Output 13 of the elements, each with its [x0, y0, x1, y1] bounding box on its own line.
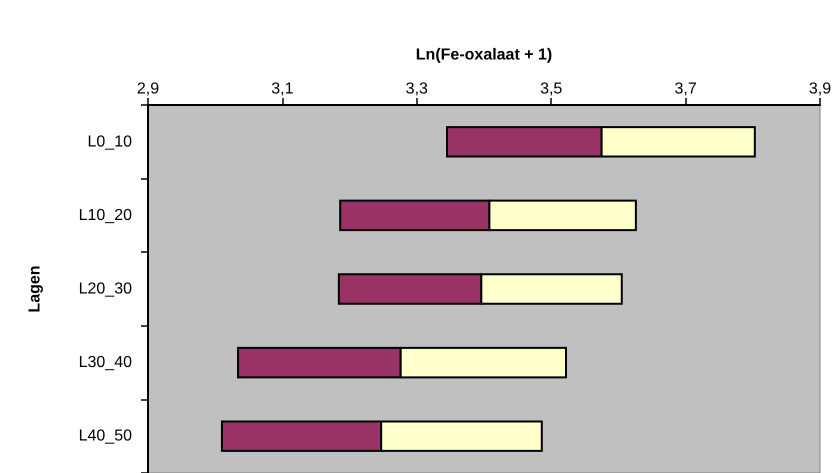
y-tick-label: L40_50 — [78, 428, 132, 445]
y-tick-label: L10_20 — [78, 206, 132, 224]
x-tick-label: 3,9 — [808, 80, 832, 98]
y-tick-label: L0_10 — [88, 133, 132, 150]
y-axis-title: Lagen — [26, 265, 44, 313]
x-axis-title: Ln(Fe-oxalaat + 1) — [416, 46, 552, 64]
x-tick-label: 3,7 — [674, 80, 697, 98]
y-tick-label: L30_40 — [78, 354, 132, 372]
x-tick-label: 3,3 — [406, 80, 428, 98]
x-tick-label: 3,1 — [271, 80, 294, 98]
y-tick-label: L20_30 — [78, 280, 132, 298]
x-tick-label: 3,5 — [540, 80, 562, 98]
x-tick-label: 2,9 — [136, 80, 160, 98]
